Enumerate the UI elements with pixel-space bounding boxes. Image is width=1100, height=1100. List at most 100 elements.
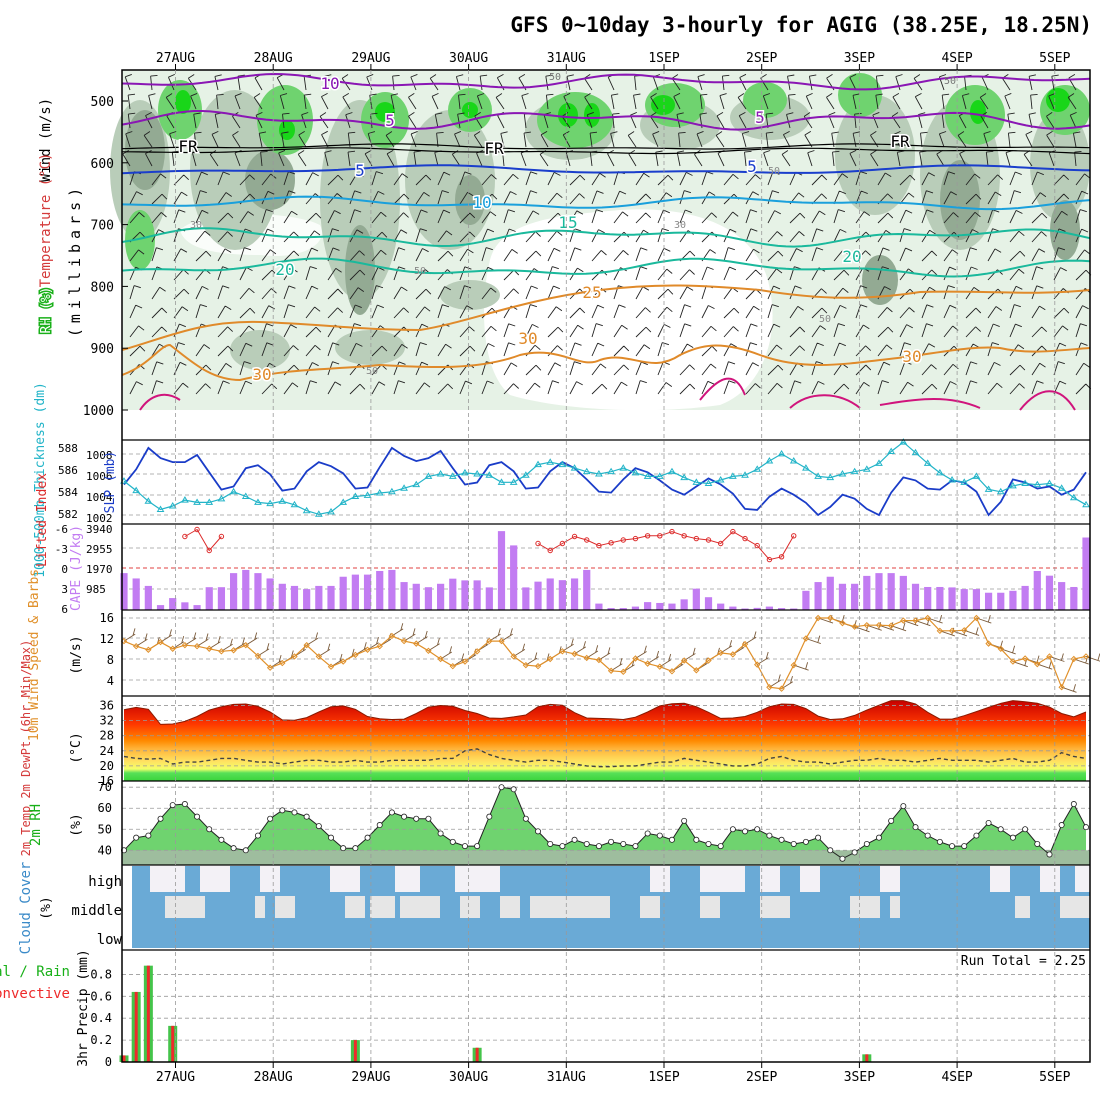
li-point <box>218 533 225 540</box>
wind-speed-point <box>1034 660 1041 668</box>
slp-tick: 1008 <box>86 449 113 462</box>
ylabel-lifted-index: Lifted Index <box>35 473 50 567</box>
rh-point <box>644 830 651 837</box>
wind-speed-point <box>900 617 907 624</box>
rh-point <box>924 832 931 839</box>
cape-bar <box>595 603 603 610</box>
mid-cloud-gap <box>370 896 395 918</box>
wind-speed-point <box>851 623 858 630</box>
top-date-labels: 27AUG 28AUG 29AUG 30AUG 31AUG 1SEP 2SEP 3SEP 4SE… <box>156 51 1071 66</box>
rh-blob <box>440 280 500 310</box>
precip-tick: 0.8 <box>90 967 112 981</box>
thickness-point <box>485 471 494 478</box>
rh-point <box>218 836 225 843</box>
li-tick: -3 <box>55 543 68 556</box>
rh-point <box>522 815 529 822</box>
high-cloud-gap <box>650 866 670 892</box>
rh-blob-bright <box>175 90 191 114</box>
rh-point <box>851 849 858 856</box>
wind-speed-point <box>936 627 944 635</box>
wind-speed-point <box>437 655 444 663</box>
rh-point <box>291 809 298 816</box>
ylabel-temp2m-unit: (°C) <box>69 732 84 763</box>
wind-speed-point <box>863 621 871 629</box>
wind-speed-point <box>875 621 883 629</box>
wind-speed-point <box>1082 653 1090 660</box>
li-point <box>644 533 651 539</box>
rh-blob-dark <box>1050 200 1080 260</box>
rh-point <box>181 801 188 808</box>
wind-speed-line <box>120 614 1090 692</box>
rh-blob <box>230 330 290 370</box>
contour-label: 50 <box>819 314 831 325</box>
high-cloud-gap <box>990 866 1010 892</box>
high-cloud-gap <box>800 866 820 892</box>
rh-point <box>949 843 956 850</box>
thickness-point <box>388 487 396 495</box>
li-tick: 0 <box>61 563 68 576</box>
wind-speed-point <box>510 653 517 660</box>
panel-frames <box>121 69 1091 1063</box>
rh-low-band <box>122 850 1090 865</box>
rh-point <box>206 826 213 833</box>
cape-bar <box>1021 585 1029 610</box>
pressure-tick-label: 700 <box>91 219 114 234</box>
cape-bar <box>777 608 786 610</box>
wind-speed-point <box>388 632 396 640</box>
wind-speed-point <box>754 661 761 668</box>
contour-label: FR <box>890 132 910 151</box>
precip-conv-bar <box>353 1040 357 1062</box>
top-date-label: 28AUG <box>254 51 293 66</box>
contour-label: 50 <box>549 72 561 83</box>
thickness-point <box>290 500 299 508</box>
thickness-point <box>327 507 335 515</box>
cape-bar <box>619 608 627 610</box>
thickness-point <box>826 473 835 481</box>
contour-label: 50 <box>414 266 426 277</box>
rh-point <box>547 840 554 847</box>
thickness-point <box>728 472 737 479</box>
rh2m-panel: 70 60 50 40 2m RH (%) <box>28 780 1090 865</box>
rh-point <box>437 830 444 837</box>
contour-label: 5 <box>755 108 765 127</box>
thickness-point <box>619 464 628 471</box>
rh-blob-dark <box>862 255 898 305</box>
pressure-tick-label: 1000 <box>83 404 114 419</box>
thickness-point <box>802 464 810 471</box>
thickness-point <box>875 459 883 466</box>
thickness-point <box>375 488 384 496</box>
rh-point <box>1046 851 1053 858</box>
rh-point <box>571 836 578 843</box>
lifted-index-line <box>182 526 797 563</box>
thickness-point <box>960 478 969 485</box>
rh-point <box>900 803 907 810</box>
rh-point <box>133 834 140 841</box>
rh-blob <box>835 95 915 215</box>
mid-cloud-gap <box>890 896 900 918</box>
top-date-label: 30AUG <box>449 51 488 66</box>
top-date-label: 5SEP <box>1039 51 1070 66</box>
cape-bar <box>339 576 347 610</box>
wind-speed-point <box>705 657 712 664</box>
li-point <box>547 547 553 554</box>
rh-point <box>194 813 201 820</box>
thickness-point <box>205 498 214 505</box>
cape-bar <box>497 531 506 610</box>
thickness-point <box>241 492 250 500</box>
bottom-date-label: 29AUG <box>351 1070 390 1085</box>
mid-cloud-gap <box>760 896 790 918</box>
cape-bar <box>327 585 335 610</box>
top-date-label: 3SEP <box>844 51 875 66</box>
cape-bar <box>558 580 566 610</box>
cape-bar <box>449 578 457 610</box>
thickness-point <box>521 471 530 478</box>
wind-speed-point <box>887 622 895 629</box>
wind-tick: 4 <box>107 674 114 688</box>
high-cloud-gap <box>455 866 500 892</box>
li-point <box>571 533 578 540</box>
rh-blob-dark <box>245 150 295 210</box>
bottom-date-label: 1SEP <box>648 1070 679 1085</box>
li-point <box>717 540 724 547</box>
rh-point <box>790 840 797 847</box>
rh-point <box>936 838 943 845</box>
